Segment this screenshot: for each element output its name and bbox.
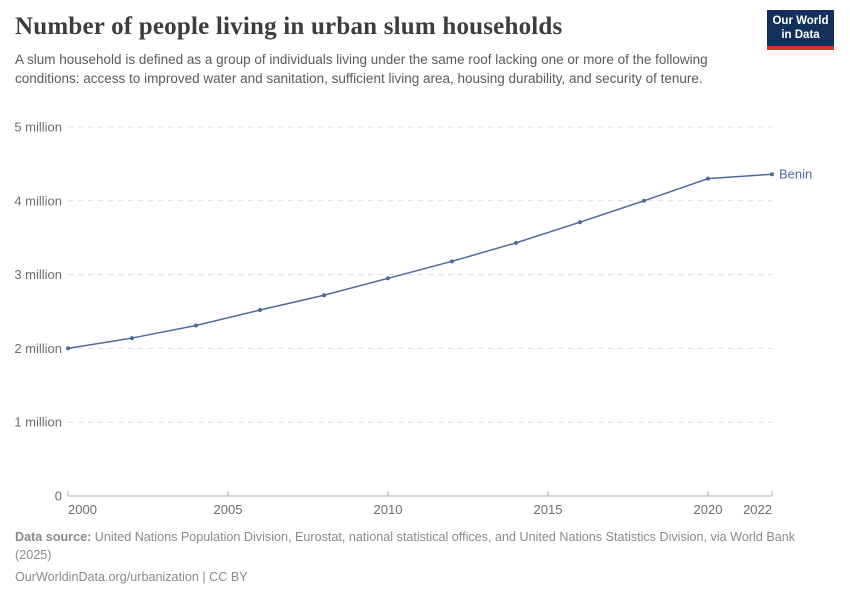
data-point[interactable] — [130, 336, 134, 341]
x-axis-tick-label: 2020 — [694, 502, 723, 517]
data-point[interactable] — [514, 240, 518, 245]
data-source-year: (2025) — [15, 547, 52, 562]
y-axis-tick-label: 3 million — [14, 267, 62, 282]
owid-logo[interactable]: Our World in Data — [767, 10, 834, 50]
owid-logo-line2: in Data — [781, 29, 820, 42]
x-axis-tick-label: 2005 — [214, 502, 243, 517]
owid-logo-line1: Our World — [772, 15, 829, 27]
y-axis-tick-label: 2 million — [14, 341, 62, 356]
slum-population-line-chart[interactable]: 0 1 million 2 million 3 million 4 million 5 m… — [0, 115, 850, 520]
data-point[interactable] — [578, 220, 582, 225]
series-label[interactable]: Benin — [779, 167, 812, 182]
data-point[interactable] — [770, 172, 774, 177]
y-axis-tick-label: 5 million — [14, 120, 62, 135]
data-point[interactable] — [258, 308, 262, 313]
y-axis-tick-label: 0 — [55, 489, 62, 504]
chart-subtitle: A slum household is defined as a group o… — [15, 52, 708, 87]
data-source-label: Data source: — [15, 530, 92, 544]
y-axis-tick-label: 4 million — [14, 193, 62, 208]
chart-header: Number of people living in urban slum ho… — [0, 0, 850, 88]
x-axis-tick-label: 2010 — [374, 502, 403, 517]
chart-title: Number of people living in urban slum ho… — [15, 13, 563, 40]
chart-footer: Data source: United Nations Population D… — [15, 529, 837, 587]
data-point[interactable] — [322, 293, 326, 298]
data-point[interactable] — [450, 259, 454, 264]
data-point[interactable] — [642, 198, 646, 203]
series-line-benin[interactable] — [67, 173, 773, 350]
data-point[interactable] — [66, 346, 70, 351]
data-source: Data source: United Nations Population D… — [15, 529, 837, 564]
license-line[interactable]: OurWorldinData.org/urbanization | CC BY — [15, 570, 248, 585]
data-point[interactable] — [706, 176, 710, 181]
data-point[interactable] — [194, 323, 198, 328]
x-axis-tick-label: 2000 — [68, 502, 97, 517]
x-axis-tick-label: 2022 — [743, 502, 772, 517]
y-axis-tick-label: 1 million — [14, 415, 62, 430]
x-axis-tick-label: 2015 — [534, 502, 563, 517]
data-source-text: United Nations Population Division, Euro… — [94, 530, 796, 544]
data-point[interactable] — [386, 276, 390, 281]
